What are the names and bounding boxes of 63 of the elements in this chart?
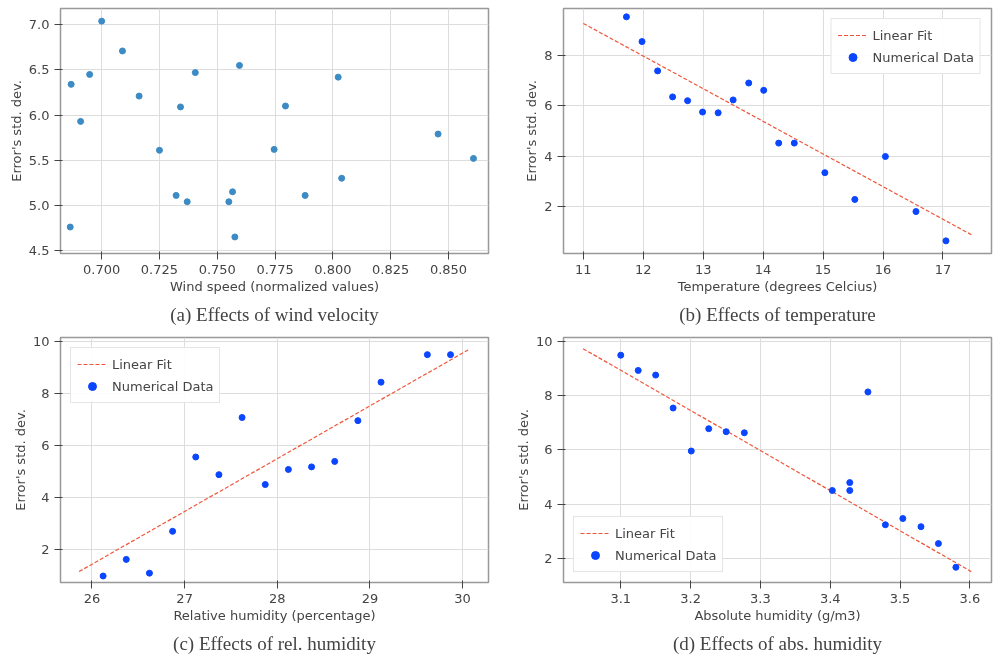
x-tick-label: 12 bbox=[634, 261, 652, 277]
text: (d) Effects of abs. humidity bbox=[672, 632, 883, 655]
y-tick-label: 2 bbox=[544, 551, 553, 567]
x-axis-title: Absolute humidity (g/m3) bbox=[694, 607, 861, 623]
y-tick-label: 10 bbox=[32, 334, 50, 350]
y-tick-label: 8 bbox=[544, 387, 553, 403]
x-tick-label: 3.2 bbox=[680, 590, 701, 606]
y-tick-label: 4.5 bbox=[28, 243, 50, 259]
legend-label: Numerical Data bbox=[112, 378, 214, 394]
y-tick-label: 7.0 bbox=[28, 17, 50, 33]
x-tick-label: 3.3 bbox=[750, 590, 771, 606]
y-tick-label: 4 bbox=[544, 148, 553, 164]
x-axis-title: Temperature (degrees Celcius) bbox=[676, 278, 878, 294]
y-axis-title: Error's std. dev. bbox=[524, 80, 540, 182]
legend-label: Linear Fit bbox=[615, 525, 675, 541]
y-tick-label: 4 bbox=[41, 490, 50, 506]
y-tick-label: 4 bbox=[544, 496, 553, 512]
y-tick-label: 2 bbox=[41, 542, 50, 557]
x-tick-label: 0.750 bbox=[198, 261, 236, 277]
x-tick-label: 14 bbox=[754, 261, 772, 277]
legend-label: Linear Fit bbox=[112, 356, 172, 372]
x-axis-title: Wind speed (normalized values) bbox=[170, 278, 380, 294]
x-tick-label: 0.700 bbox=[83, 261, 121, 277]
x-tick-label: 29 bbox=[361, 590, 379, 606]
x-tick-label: 0.775 bbox=[256, 261, 294, 277]
y-tick-label: 5.5 bbox=[28, 152, 50, 168]
y-tick-label: 8 bbox=[41, 386, 50, 402]
y-tick-label: 2 bbox=[544, 199, 553, 215]
legend-label: Linear Fit bbox=[872, 27, 933, 43]
x-tick-label: 26 bbox=[83, 590, 101, 606]
y-tick-label: 5.0 bbox=[28, 197, 50, 213]
text: (c) Effects of rel. humidity bbox=[173, 632, 377, 655]
x-tick-label: 11 bbox=[575, 261, 592, 277]
x-tick-label: 3.5 bbox=[889, 590, 911, 606]
text: (b) Effects of temperature bbox=[679, 303, 876, 326]
x-axis-title: Relative humidity (percentage) bbox=[173, 607, 376, 623]
y-axis-title: Error's std. dev. bbox=[8, 80, 24, 182]
x-tick-label: 0.800 bbox=[314, 261, 352, 277]
x-tick-label: 28 bbox=[269, 590, 286, 606]
y-tick-label: 6 bbox=[544, 98, 553, 114]
x-tick-label: 15 bbox=[814, 261, 832, 277]
x-tick-label: 3.4 bbox=[819, 590, 841, 606]
x-tick-label: 27 bbox=[176, 590, 193, 606]
x-tick-label: 3.6 bbox=[959, 590, 981, 606]
y-tick-label: 6.0 bbox=[28, 107, 50, 123]
y-tick-label: 6.5 bbox=[28, 62, 50, 78]
y-tick-label: 6 bbox=[41, 438, 50, 454]
legend-label: Numerical Data bbox=[872, 49, 974, 65]
text: (a) Effects of wind velocity bbox=[170, 303, 380, 326]
y-axis-title: Error's std. dev. bbox=[12, 409, 28, 511]
x-tick-label: 13 bbox=[694, 261, 712, 277]
x-tick-label: 16 bbox=[874, 261, 892, 277]
legend-label: Numerical Data bbox=[615, 547, 717, 563]
x-tick-label: 3.1 bbox=[610, 590, 632, 606]
y-tick-label: 8 bbox=[544, 47, 553, 63]
x-tick-label: 0.725 bbox=[140, 261, 179, 277]
y-tick-label: 6 bbox=[544, 442, 553, 458]
x-tick-label: 17 bbox=[934, 261, 952, 277]
x-tick-label: 30 bbox=[454, 590, 471, 606]
y-axis-title: Error's std. dev. bbox=[515, 409, 531, 511]
x-tick-label: 0.850 bbox=[429, 261, 468, 277]
y-tick-label: 10 bbox=[535, 333, 553, 349]
x-tick-label: 0.825 bbox=[372, 261, 410, 277]
